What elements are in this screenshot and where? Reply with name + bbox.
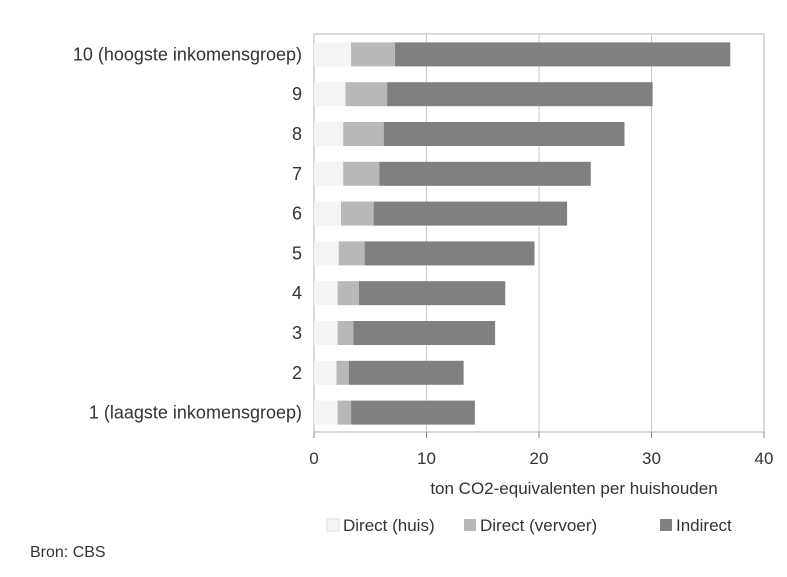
bar-segment	[337, 400, 352, 425]
x-tick-label: 40	[755, 449, 774, 468]
legend-swatch	[660, 519, 672, 531]
bar-segment	[314, 42, 352, 67]
bar-segment	[379, 161, 591, 186]
category-label: 3	[292, 323, 302, 343]
x-axis-ticks: 0 10 20 30 40	[309, 432, 773, 468]
bar-segment	[314, 321, 338, 345]
bar-segment	[383, 122, 625, 146]
category-label: 4	[292, 283, 302, 303]
bar-segment	[314, 82, 346, 107]
category-label: 6	[292, 204, 302, 224]
bars	[314, 42, 731, 425]
x-axis-title: ton CO2-equivalenten per huishouden	[430, 479, 717, 498]
bar-segment	[343, 161, 380, 186]
bar-segment	[387, 82, 653, 107]
x-tick-label: 10	[417, 449, 436, 468]
bar-segment	[343, 122, 384, 146]
bar-segment	[314, 400, 338, 425]
bar-segment	[314, 281, 338, 306]
bar-segment	[337, 281, 359, 306]
category-labels: 10 (hoogste inkomensgroep) 9 8 7 6 5 4 3 2 1 (laa…	[73, 44, 302, 422]
bar-segment	[353, 321, 496, 345]
legend-label: Indirect	[676, 516, 732, 535]
category-label: 5	[292, 243, 302, 263]
bar-segment	[337, 321, 354, 345]
x-tick-label: 0	[309, 449, 318, 468]
category-label: 9	[292, 84, 302, 104]
legend-swatch	[464, 519, 476, 531]
x-tick-label: 20	[530, 449, 549, 468]
bar-segment	[341, 201, 374, 226]
bar-segment	[351, 400, 475, 425]
legend-label: Direct (huis)	[343, 516, 435, 535]
bar-segment	[345, 82, 388, 107]
bar-segment	[314, 161, 344, 186]
bar-segment	[364, 241, 535, 266]
legend: Direct (huis) Direct (vervoer) Indirect	[326, 516, 732, 535]
bar-segment	[314, 241, 339, 266]
bar-segment	[336, 360, 349, 385]
bar-segment	[314, 201, 341, 226]
source-label: Bron: CBS	[30, 544, 106, 561]
x-tick-label: 30	[642, 449, 661, 468]
bar-segment	[348, 360, 464, 385]
bar-segment	[395, 42, 731, 67]
legend-swatch	[326, 518, 340, 532]
bar-segment	[338, 241, 365, 266]
bar-segment	[351, 42, 395, 67]
bar-segment	[373, 201, 568, 226]
category-label: 7	[292, 164, 302, 184]
bar-segment	[314, 360, 337, 385]
category-label: 2	[292, 363, 302, 383]
category-label: 1 (laagste inkomensgroep)	[89, 403, 302, 423]
category-label: 10 (hoogste inkomensgroep)	[73, 44, 302, 64]
category-label: 8	[292, 124, 302, 144]
bar-segment	[314, 122, 344, 146]
bar-segment	[359, 281, 506, 306]
legend-label: Direct (vervoer)	[480, 516, 597, 535]
